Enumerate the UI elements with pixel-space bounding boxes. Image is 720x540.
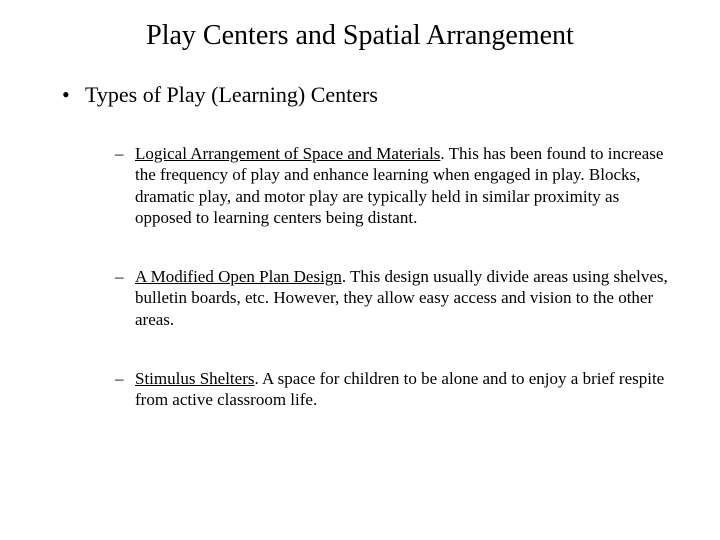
slide-title: Play Centers and Spatial Arrangement bbox=[50, 20, 670, 52]
heading-text: Types of Play (Learning) Centers bbox=[85, 82, 378, 107]
item-lead: Stimulus Shelters bbox=[135, 369, 254, 388]
bullet-level2: Stimulus Shelters. A space for children … bbox=[50, 368, 670, 411]
bullet-level2: Logical Arrangement of Space and Materia… bbox=[50, 143, 670, 228]
item-lead: A Modified Open Plan Design bbox=[135, 267, 342, 286]
slide: Play Centers and Spatial Arrangement Typ… bbox=[0, 0, 720, 468]
bullet-level1: Types of Play (Learning) Centers bbox=[50, 82, 670, 108]
bullet-level2: A Modified Open Plan Design. This design… bbox=[50, 266, 670, 330]
item-lead: Logical Arrangement of Space and Materia… bbox=[135, 144, 440, 163]
